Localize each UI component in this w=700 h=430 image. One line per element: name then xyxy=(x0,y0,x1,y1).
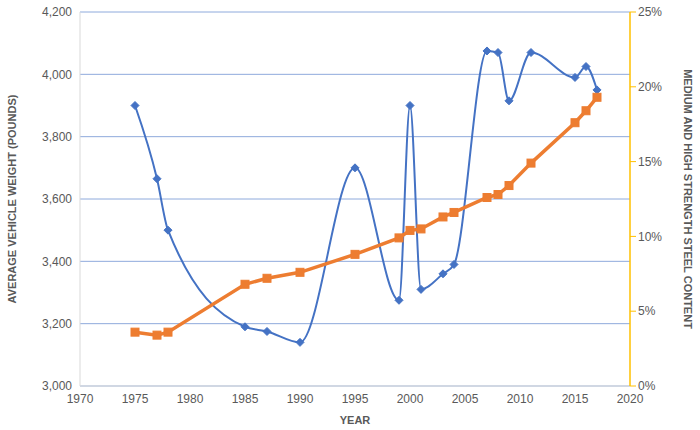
svg-text:1995: 1995 xyxy=(342,392,369,406)
svg-text:1970: 1970 xyxy=(67,392,94,406)
svg-text:10%: 10% xyxy=(638,230,662,244)
svg-text:2010: 2010 xyxy=(507,392,534,406)
svg-text:25%: 25% xyxy=(638,5,662,19)
svg-text:4,000: 4,000 xyxy=(42,68,72,82)
svg-text:2015: 2015 xyxy=(562,392,589,406)
svg-text:AVERAGE VEHICLE WEIGHT (POUNDS: AVERAGE VEHICLE WEIGHT (POUNDS) xyxy=(8,94,18,303)
svg-text:3,000: 3,000 xyxy=(42,379,72,393)
svg-text:1990: 1990 xyxy=(287,392,314,406)
svg-text:0%: 0% xyxy=(638,379,656,393)
svg-text:2000: 2000 xyxy=(397,392,424,406)
svg-text:3,200: 3,200 xyxy=(42,317,72,331)
svg-text:YEAR: YEAR xyxy=(340,414,371,426)
svg-text:20%: 20% xyxy=(638,80,662,94)
svg-text:2020: 2020 xyxy=(617,392,644,406)
svg-text:3,600: 3,600 xyxy=(42,192,72,206)
svg-text:3,400: 3,400 xyxy=(42,255,72,269)
svg-text:2005: 2005 xyxy=(452,392,479,406)
svg-text:5%: 5% xyxy=(638,304,656,318)
svg-text:1980: 1980 xyxy=(177,392,204,406)
svg-text:3,800: 3,800 xyxy=(42,130,72,144)
svg-text:1985: 1985 xyxy=(232,392,259,406)
svg-text:MEDIUM AND HIGH STRENGTH STEEL: MEDIUM AND HIGH STRENGTH STEEL CONTENT xyxy=(682,69,692,329)
svg-text:1975: 1975 xyxy=(122,392,149,406)
svg-text:4,200: 4,200 xyxy=(42,5,72,19)
svg-text:15%: 15% xyxy=(638,155,662,169)
